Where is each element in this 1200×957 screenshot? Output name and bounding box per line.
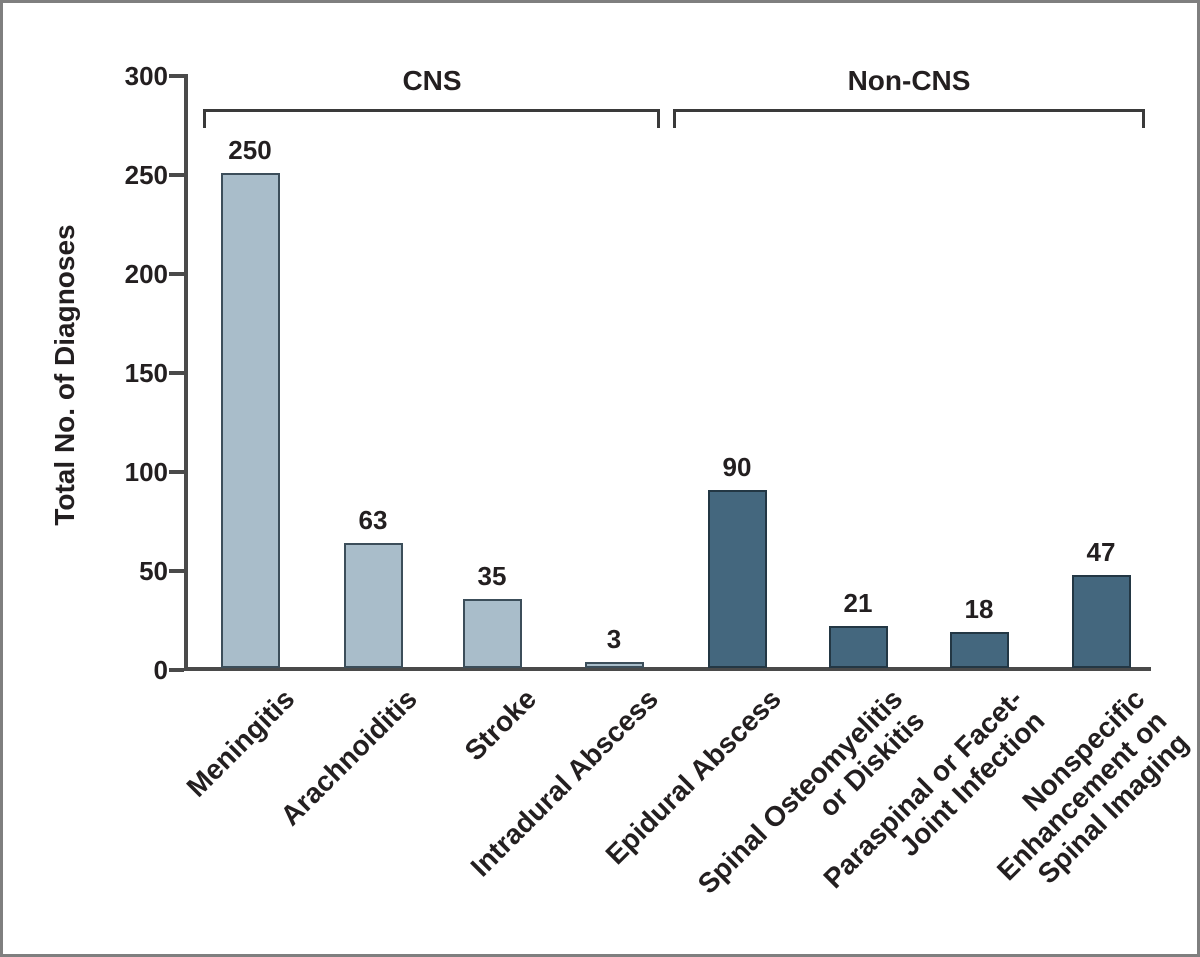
- group-bracket-end: [673, 109, 676, 128]
- bar-chart: 0 50 100 150 200 250 300 250 Meningitis 63 Arachno…: [3, 3, 1197, 954]
- bar: [344, 543, 403, 668]
- bar-value-label: 18: [964, 594, 994, 624]
- bar: [829, 626, 888, 668]
- bar-value-label: 21: [843, 588, 873, 618]
- category-label-text: Meningitis: [180, 683, 300, 803]
- y-tick-label: 100: [124, 457, 168, 487]
- bar-value-label: 250: [228, 135, 272, 165]
- bar: [708, 490, 767, 668]
- bar-value-label: 90: [722, 452, 752, 482]
- bar-value-label: 35: [477, 561, 507, 591]
- bar-value-label: 3: [606, 624, 622, 654]
- group-bracket: [673, 109, 1145, 112]
- y-axis-line: [184, 74, 188, 671]
- group-header: CNS: [402, 65, 462, 96]
- group-bracket: [203, 109, 660, 112]
- group-bracket-end: [1142, 109, 1145, 128]
- y-tick-mark: [169, 74, 184, 78]
- group-bracket-end: [657, 109, 660, 128]
- y-tick-label: 150: [124, 358, 168, 388]
- y-tick-label: 250: [124, 160, 168, 190]
- y-tick-label: 0: [153, 655, 168, 685]
- y-tick-mark: [169, 668, 184, 672]
- bar: [221, 173, 280, 668]
- y-tick-mark: [169, 173, 184, 177]
- category-label-text: Stroke: [458, 683, 542, 767]
- bar: [1072, 575, 1131, 668]
- bar: [463, 599, 522, 668]
- y-tick-mark: [169, 569, 184, 573]
- y-tick-mark: [169, 272, 184, 276]
- y-tick-label: 300: [124, 61, 168, 91]
- x-axis-line: [184, 667, 1151, 671]
- bar: [585, 662, 644, 668]
- bar-value-label: 47: [1086, 537, 1116, 567]
- y-tick-mark: [169, 371, 184, 375]
- bar-value-label: 63: [358, 505, 388, 535]
- y-tick-mark: [169, 470, 184, 474]
- bar: [950, 632, 1009, 668]
- y-tick-label: 50: [139, 556, 168, 586]
- group-header: Non-CNS: [847, 65, 971, 96]
- group-bracket-end: [203, 109, 206, 128]
- y-tick-label: 200: [124, 259, 168, 289]
